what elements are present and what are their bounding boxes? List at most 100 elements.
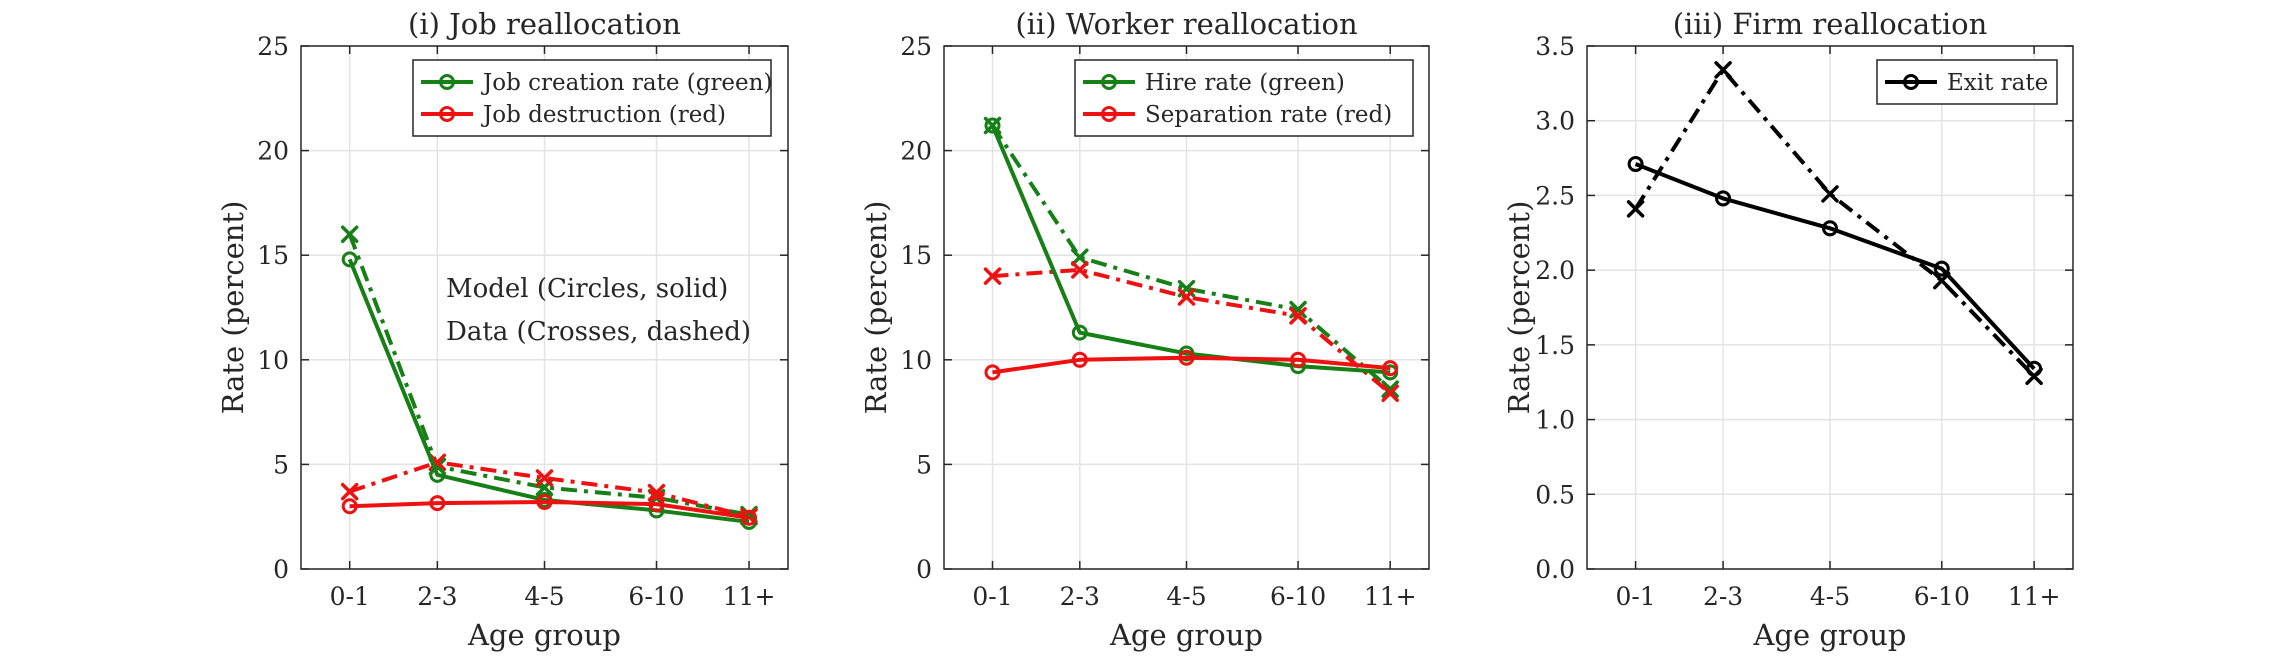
y-tick-label: 0	[273, 555, 289, 584]
x-tick-label: 0-1	[972, 582, 1012, 611]
y-tick-label: 3.5	[1535, 32, 1575, 61]
data-point-cross	[1381, 384, 1399, 403]
x-tick-label: 6-10	[1914, 582, 1970, 611]
legend-entry: Job destruction (red)	[481, 102, 726, 128]
data-point-circle	[1071, 324, 1088, 341]
data-point-circle	[984, 117, 1001, 134]
legend-entry: Hire rate (green)	[1145, 70, 1345, 96]
series-line	[347, 233, 750, 517]
data-point-circle	[1290, 351, 1307, 368]
data-point-cross	[1289, 300, 1307, 319]
y-tick-label: 10	[257, 346, 289, 375]
x-tick-label: 0-1	[1615, 582, 1655, 611]
series-model-0	[984, 117, 1399, 381]
series-line	[990, 124, 1392, 391]
data-point-cross	[1626, 200, 1645, 218]
data-point-circle	[536, 494, 553, 511]
x-axis-label: Age group	[467, 618, 621, 652]
x-axis-label: Age group	[1109, 618, 1263, 652]
data-point-cross	[535, 469, 554, 487]
legend-entry: Separation rate (red)	[1145, 102, 1392, 128]
data-point-circle	[984, 364, 1001, 381]
x-tick-label: 11+	[1364, 582, 1417, 611]
legend-swatch-marker	[439, 106, 455, 122]
data-point-circle	[648, 496, 665, 513]
data-point-circle	[341, 251, 358, 268]
y-tick-label: 5	[916, 450, 932, 479]
x-tick-label: 2-3	[1703, 582, 1743, 611]
series-line	[1634, 162, 2036, 371]
panel-title: (ii) Worker reallocation	[1015, 7, 1357, 41]
data-point-cross	[647, 483, 666, 502]
panel-title: (iii) Firm reallocation	[1673, 7, 1988, 41]
x-tick-label: 2-3	[1060, 582, 1100, 611]
x-tick-label: 4-5	[1810, 582, 1850, 611]
legend-swatch-marker	[1903, 74, 1919, 90]
y-tick-label: 25	[257, 32, 289, 61]
x-axis-label: Age group	[1752, 618, 1906, 652]
annotation-text: Model (Circles, solid)	[446, 274, 728, 304]
legend: Hire rate (green) Separation rate (red)	[1074, 59, 1414, 137]
data-point-circle	[1715, 190, 1732, 207]
series-line	[349, 460, 750, 519]
series-data-1	[1626, 61, 2043, 385]
series-model-1	[984, 349, 1399, 381]
x-tick-label: 2-3	[417, 582, 457, 611]
y-tick-label: 2.5	[1535, 181, 1575, 210]
legend-box	[1074, 59, 1414, 137]
data-point-circle	[1178, 349, 1195, 366]
x-tick-label: 11+	[2008, 582, 2061, 611]
data-point-circle	[429, 495, 446, 512]
x-tick-label: 6-10	[628, 582, 684, 611]
annotation-text: Data (Crosses, dashed)	[446, 317, 751, 347]
y-tick-label: 0	[916, 555, 932, 584]
data-point-circle	[2026, 360, 2043, 377]
y-tick-label: 0.5	[1535, 480, 1575, 509]
y-tick-label: 2.0	[1535, 256, 1575, 285]
data-point-circle	[1822, 220, 1838, 237]
legend: Job creation rate (green) Job destruction…	[412, 59, 772, 137]
series-line	[992, 355, 1391, 375]
data-point-cross	[1714, 61, 1732, 79]
legend-entry: Job creation rate (green)	[481, 70, 772, 96]
series-line	[990, 124, 1391, 375]
series-model-1	[341, 494, 758, 526]
data-point-cross	[1071, 261, 1089, 279]
data-point-circle	[741, 509, 758, 526]
y-tick-label: 3.0	[1535, 107, 1575, 136]
x-tick-label: 0-1	[330, 582, 370, 611]
y-axis-label: Rate (percent)	[216, 201, 250, 415]
y-tick-label: 10	[900, 346, 932, 375]
x-tick-label: 4-5	[524, 582, 564, 611]
legend-swatch-marker	[1101, 74, 1117, 90]
panel-1: 0 5 10 15 20 25 0-1 2-3 4-5 6-10 11+ (i) Job reallo…	[216, 7, 789, 652]
data-point-cross	[340, 225, 359, 244]
data-point-cross	[1821, 185, 1839, 203]
series-model-0	[1627, 156, 2043, 377]
series-line	[347, 258, 750, 524]
panel-3: 0.0 0.5 1.0 1.5 2.0 2.5 3.0 3.5 0-1 2-3 4-5 6-10 11+…	[1502, 7, 2074, 652]
y-axis-label: Rate (percent)	[859, 201, 893, 415]
data-point-cross	[340, 482, 359, 501]
y-tick-label: 20	[257, 137, 289, 166]
y-tick-label: 25	[900, 32, 932, 61]
y-tick-label: 5	[273, 450, 289, 479]
data-point-cross	[983, 267, 1002, 285]
panel-2: 0 5 10 15 20 25 0-1 2-3 4-5 6-10 11+ (ii) Worker re…	[859, 7, 1430, 652]
x-tick-label: 6-10	[1270, 582, 1326, 611]
data-point-cross	[1071, 248, 1089, 267]
y-axis-label: Rate (percent)	[1502, 201, 1536, 415]
legend-box	[412, 59, 772, 137]
legend-swatch-marker	[439, 74, 455, 90]
y-tick-label: 20	[900, 137, 932, 166]
y-tick-label: 15	[257, 241, 289, 270]
data-point-cross	[1177, 288, 1196, 306]
series-model-0	[341, 251, 758, 530]
x-tick-label: 11+	[723, 582, 776, 611]
series-line	[1633, 67, 2036, 378]
data-point-circle	[1071, 351, 1088, 368]
y-tick-label: 1.0	[1535, 406, 1575, 435]
series-line	[349, 500, 750, 520]
legend-swatch-marker	[1101, 106, 1117, 122]
